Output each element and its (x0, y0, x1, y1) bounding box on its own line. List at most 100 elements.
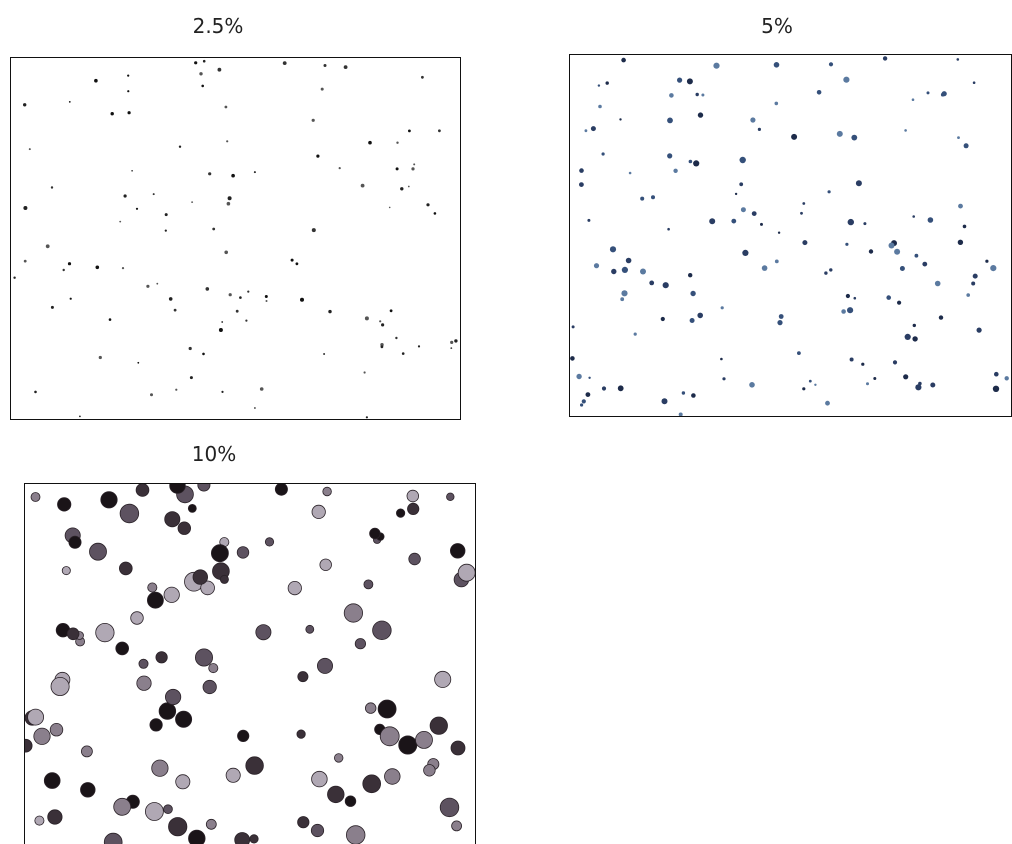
particle (260, 387, 264, 391)
particle (109, 318, 112, 321)
particle (897, 301, 901, 305)
particle (450, 544, 465, 559)
particle (275, 484, 287, 495)
particle (131, 170, 133, 172)
particle (966, 293, 970, 297)
particle (25, 739, 32, 752)
particle (985, 260, 988, 263)
particle (421, 76, 424, 79)
particle (912, 215, 915, 218)
particle (837, 131, 843, 137)
particle (226, 140, 228, 142)
particle (621, 58, 626, 63)
particle-field (25, 484, 475, 844)
particle (687, 78, 693, 84)
particle (845, 243, 848, 246)
particle (104, 833, 122, 844)
particle (114, 798, 131, 815)
particle (848, 219, 854, 225)
micrograph (10, 57, 461, 420)
particle (111, 112, 114, 115)
particle (964, 143, 969, 148)
particle (221, 391, 223, 393)
particle (44, 773, 60, 789)
particle (324, 64, 327, 67)
panel-label: 2.5% (118, 14, 318, 38)
particle (344, 604, 362, 622)
particle (246, 757, 264, 775)
particle (939, 315, 943, 319)
particle (452, 821, 462, 831)
particle (51, 306, 54, 309)
particle (237, 547, 249, 559)
particle (164, 587, 179, 602)
particle (634, 333, 637, 336)
particle (438, 129, 441, 132)
particle (211, 545, 228, 562)
particle (320, 559, 332, 571)
particle (312, 119, 315, 122)
particle (861, 363, 864, 366)
particle (739, 182, 743, 186)
particle (70, 298, 72, 300)
particle (927, 91, 930, 94)
particle (189, 830, 206, 844)
particle (344, 65, 348, 69)
particle (145, 803, 163, 821)
particle (451, 741, 465, 755)
particle (629, 172, 632, 175)
particle (572, 325, 575, 328)
particle (957, 136, 960, 139)
particle (188, 504, 196, 512)
particle (345, 796, 356, 807)
particle (355, 639, 365, 649)
particle (904, 129, 907, 132)
particle-field (570, 55, 1011, 416)
particle (682, 391, 685, 394)
particle (250, 835, 258, 843)
particle (28, 709, 44, 725)
particle (893, 360, 897, 364)
particle (220, 575, 228, 583)
particle (618, 385, 624, 391)
particle (298, 672, 308, 682)
particle (576, 374, 581, 379)
particle (994, 372, 999, 377)
particle (426, 203, 429, 206)
particle (317, 658, 332, 673)
particle (841, 309, 846, 314)
particle (124, 194, 127, 197)
particle (101, 492, 117, 508)
particle (963, 225, 967, 229)
particle (396, 142, 398, 144)
particle (51, 677, 69, 695)
particle (226, 768, 240, 782)
particle (81, 746, 92, 757)
particle (245, 320, 247, 322)
particle (119, 221, 121, 223)
particle (69, 101, 71, 103)
micrograph (24, 483, 476, 844)
particle (199, 72, 202, 75)
panel-label: 5% (677, 14, 877, 38)
particle (930, 383, 935, 388)
particle (673, 169, 677, 173)
particle (651, 195, 655, 199)
particle (29, 148, 31, 150)
particle (667, 118, 673, 124)
particle (797, 351, 801, 355)
particle (977, 328, 982, 333)
particle (640, 269, 646, 275)
particle (176, 775, 190, 789)
particle (390, 309, 393, 312)
particle (579, 168, 584, 173)
particle (328, 310, 331, 313)
particle (588, 377, 590, 379)
particle (679, 413, 683, 417)
particle (402, 352, 405, 355)
particle (254, 171, 256, 173)
particle (418, 345, 420, 347)
particle-field (11, 58, 460, 419)
particle (334, 754, 343, 763)
particle (193, 570, 208, 585)
